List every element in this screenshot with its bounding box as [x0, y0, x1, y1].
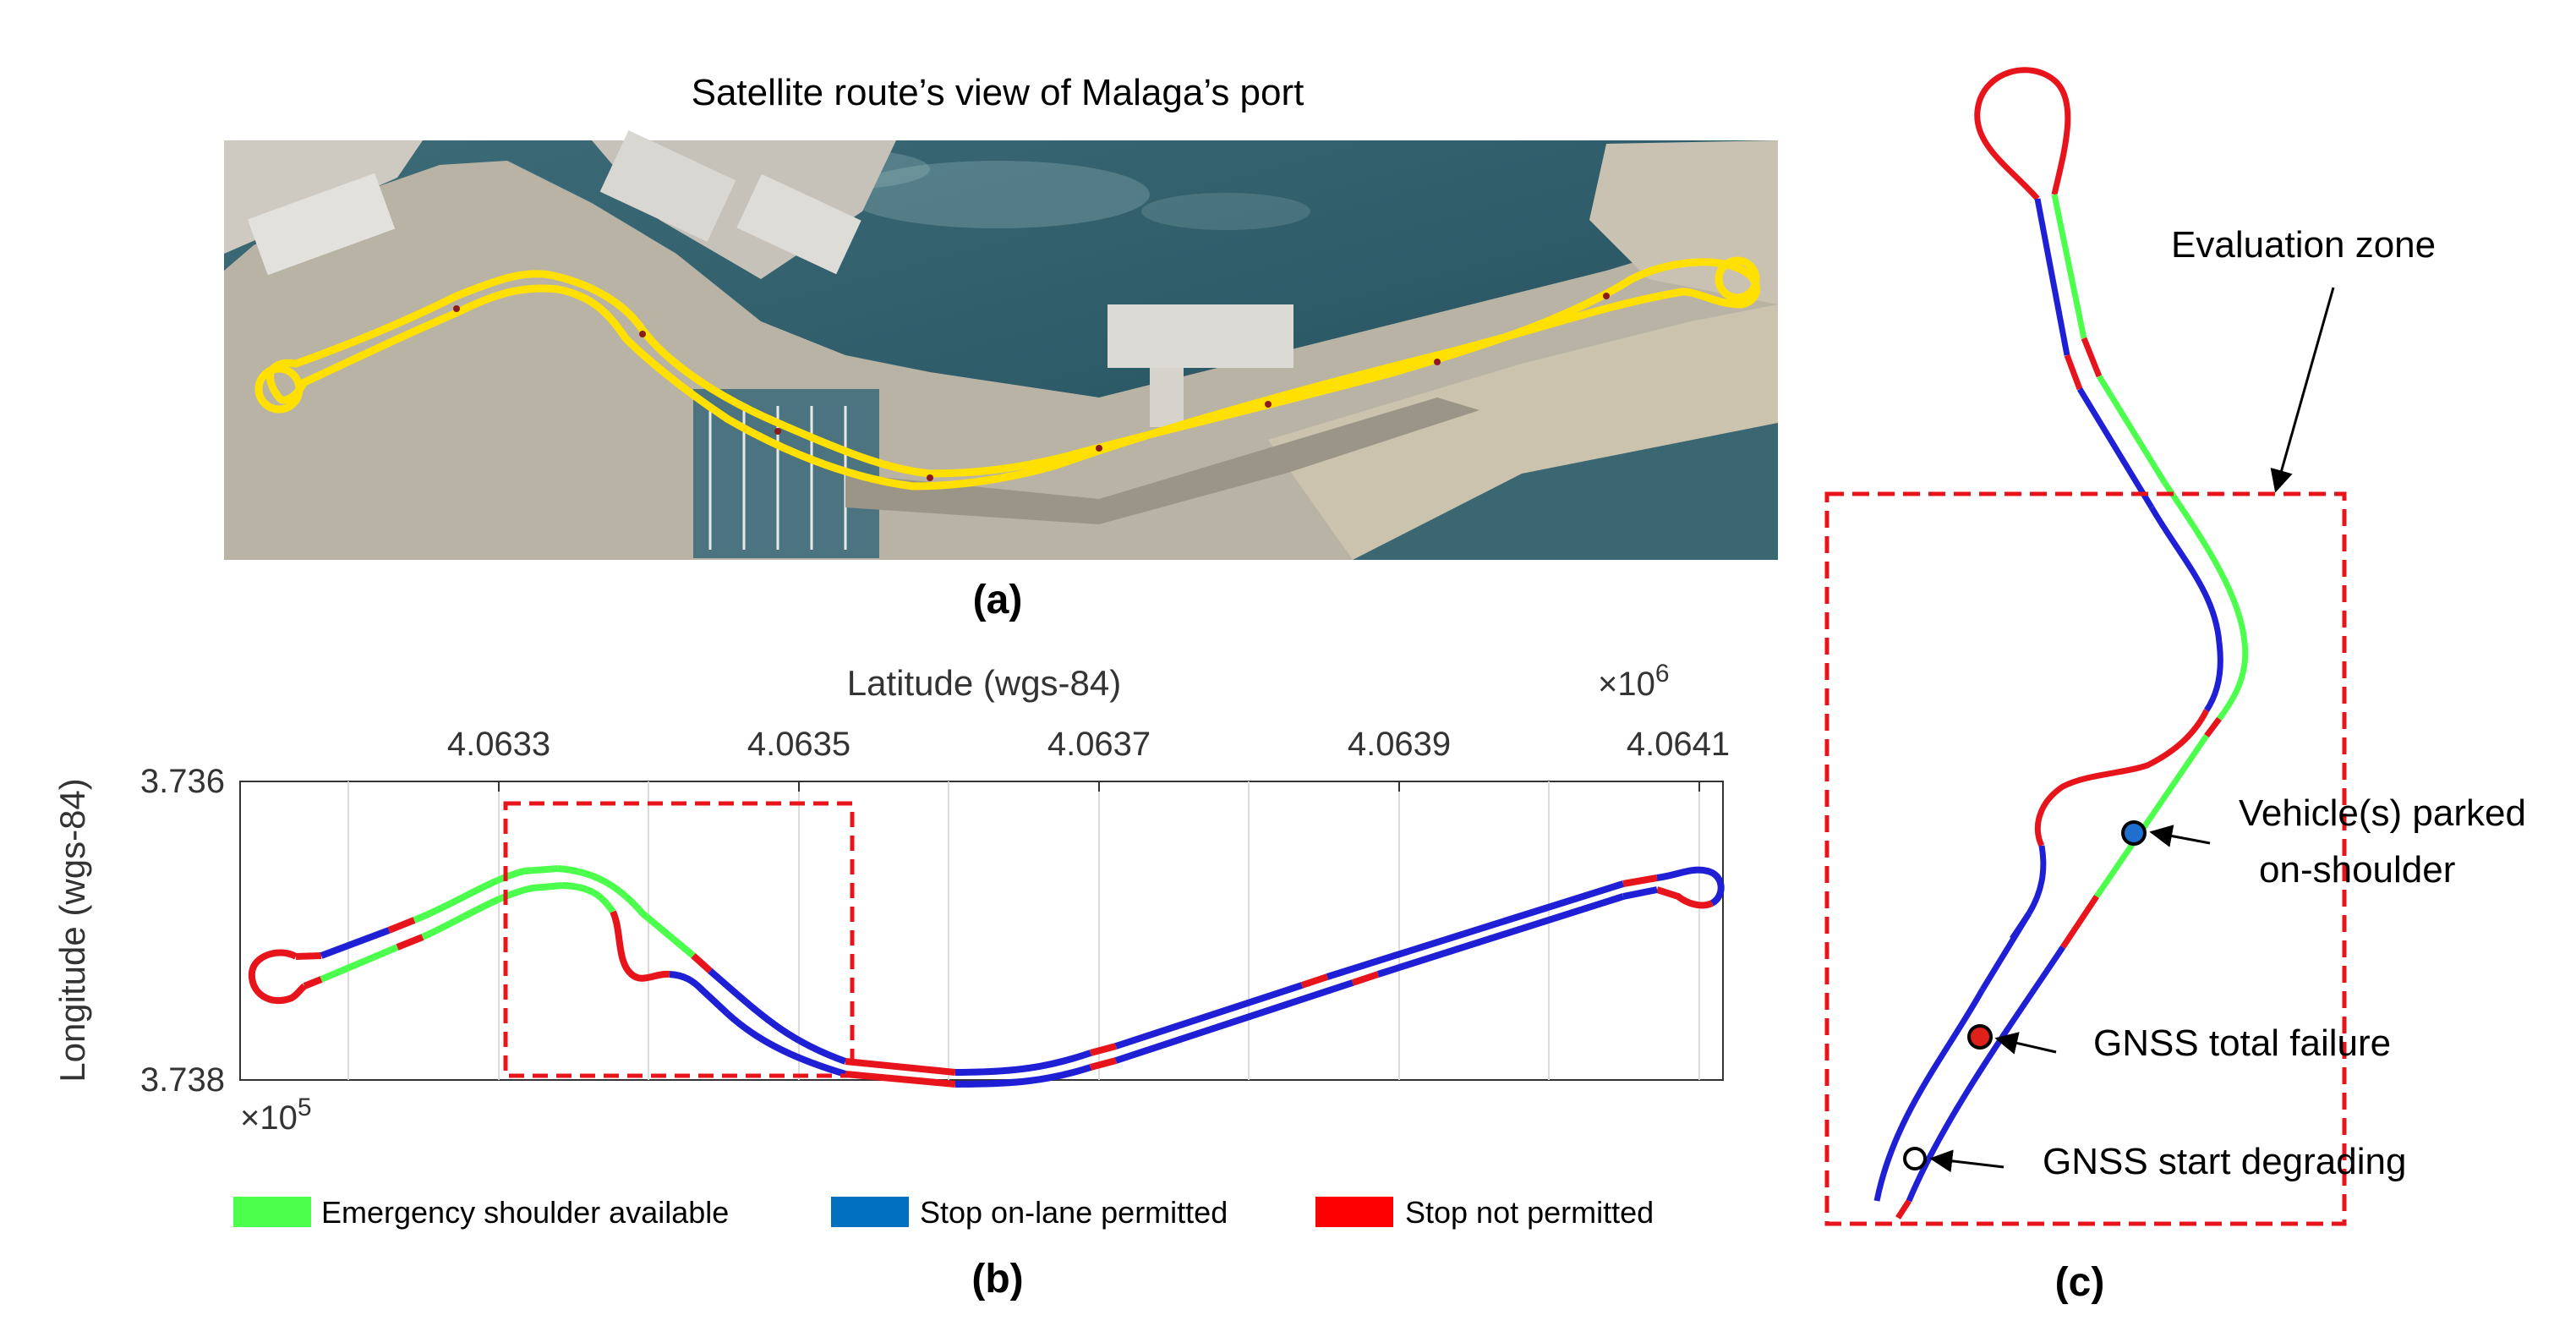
legend-label: Stop not permitted [1405, 1195, 1654, 1230]
y-axis-multiplier: ×105 [240, 1094, 312, 1137]
evaluation-zone-box-c [1824, 491, 2347, 1226]
event-marker-gnss-degrading [1903, 1147, 1927, 1170]
x-axis-title: Latitude (wgs-84) [847, 663, 1122, 703]
event-label-parked-line2: on-shoulder [2259, 849, 2455, 891]
plot-area [239, 781, 1725, 1088]
legend: Emergency shoulder available Stop on-lan… [233, 1195, 1654, 1230]
panel-a-label: (a) [973, 578, 1023, 622]
x-tick-label: 4.0637 [1047, 726, 1151, 763]
y-axis-title: Longitude (wgs-84) [52, 778, 92, 1083]
x-axis-multiplier: ×106 [1598, 660, 1670, 703]
event-label-degrading: GNSS start degrading [2043, 1141, 2406, 1182]
y-tick-label: 3.736 [140, 763, 225, 800]
satellite-photo [224, 130, 1778, 560]
legend-label: Emergency shoulder available [321, 1195, 729, 1230]
legend-swatch-on-lane [831, 1197, 909, 1227]
panel-c: Evaluation zone Vehicle(s) parked on-sho… [1824, 67, 2526, 1305]
panel-c-label: (c) [2055, 1260, 2105, 1305]
evaluation-zone-label: Evaluation zone [2171, 224, 2436, 266]
y-tick-label: 3.738 [140, 1061, 225, 1099]
legend-swatch-not-permitted [1315, 1197, 1393, 1227]
legend-swatch-shoulder [233, 1197, 311, 1227]
event-label-failure: GNSS total failure [2093, 1022, 2391, 1064]
route-loop-c [1974, 67, 2071, 201]
degrading-arrow [1929, 1149, 2004, 1173]
x-tick-label: 4.0641 [1627, 726, 1730, 763]
parked-arrow [2149, 825, 2211, 847]
panel-b: Latitude (wgs-84) ×106 4.0633 4.0635 4.0… [52, 660, 1730, 1302]
event-label-parked: Vehicle(s) parked [2239, 792, 2526, 834]
legend-label: Stop on-lane permitted [920, 1195, 1228, 1230]
evaluation-zone-box-b [503, 801, 855, 1078]
x-tick-label: 4.0633 [447, 726, 550, 763]
x-tick-label: 4.0635 [747, 726, 850, 763]
x-tick-labels: 4.0633 4.0635 4.0637 4.0639 4.0641 [447, 726, 1730, 763]
failure-arrow [1994, 1032, 2057, 1055]
event-marker-gnss-failure [1967, 1024, 1993, 1050]
panel-b-label: (b) [971, 1257, 1023, 1302]
event-marker-parked [2121, 820, 2147, 846]
panel-a: Satellite route’s view of Malaga’s port [224, 72, 1778, 622]
x-tick-label: 4.0639 [1348, 726, 1451, 763]
zone-arrow [2270, 287, 2335, 493]
y-tick-labels: 3.736 3.738 [140, 763, 225, 1099]
panel-a-title: Satellite route’s view of Malaga’s port [692, 72, 1304, 113]
